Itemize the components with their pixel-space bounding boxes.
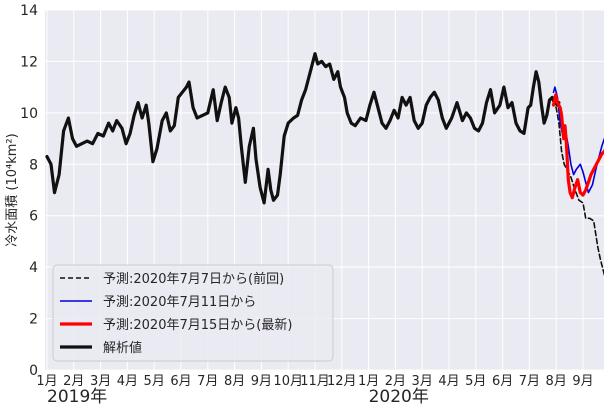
x-tick-label: 7月 bbox=[197, 374, 218, 389]
y-axis-label: 冷水面積 (10⁴km²) bbox=[5, 133, 20, 246]
x-tick-label: 4月 bbox=[117, 374, 138, 389]
x-tick-label: 9月 bbox=[251, 374, 272, 389]
x-tick-label: 4月 bbox=[438, 374, 459, 389]
x-tick-label: 12月 bbox=[327, 374, 357, 389]
x-tick-label: 7月 bbox=[519, 374, 540, 389]
x-tick-label: 8月 bbox=[546, 374, 567, 389]
y-tick-label: 2 bbox=[29, 312, 38, 328]
x-tick-label: 6月 bbox=[492, 374, 513, 389]
year-label: 2020年 bbox=[369, 387, 429, 407]
y-tick-label: 10 bbox=[20, 106, 38, 122]
legend-label: 予測:2020年7月15日から(最新) bbox=[103, 317, 292, 333]
x-tick-label: 8月 bbox=[224, 374, 245, 389]
legend-label: 予測:2020年7月7日から(前回) bbox=[103, 271, 284, 287]
legend-label: 予測:2020年7月11日から bbox=[103, 295, 256, 310]
year-labels: 2019年 2020年 bbox=[47, 387, 429, 407]
x-tick-label: 5月 bbox=[144, 374, 165, 389]
legend: 予測:2020年7月7日から(前回) 予測:2020年7月11日から予測:2020… bbox=[53, 265, 333, 361]
x-tick-label: 9月 bbox=[572, 374, 593, 389]
x-tick-label: 5月 bbox=[465, 374, 486, 389]
legend-label: 解析値 bbox=[103, 340, 142, 356]
y-tick-label: 4 bbox=[29, 260, 38, 276]
x-tick-label: 11月 bbox=[300, 374, 330, 389]
y-tick-label: 12 bbox=[20, 54, 38, 70]
year-label: 2019年 bbox=[47, 387, 107, 407]
x-tick-label: 6月 bbox=[170, 374, 191, 389]
x-tick-label: 10月 bbox=[273, 374, 303, 389]
y-tick-label: 8 bbox=[29, 157, 38, 173]
y-tick-label: 6 bbox=[29, 209, 38, 225]
y-tick-label: 14 bbox=[20, 3, 38, 19]
